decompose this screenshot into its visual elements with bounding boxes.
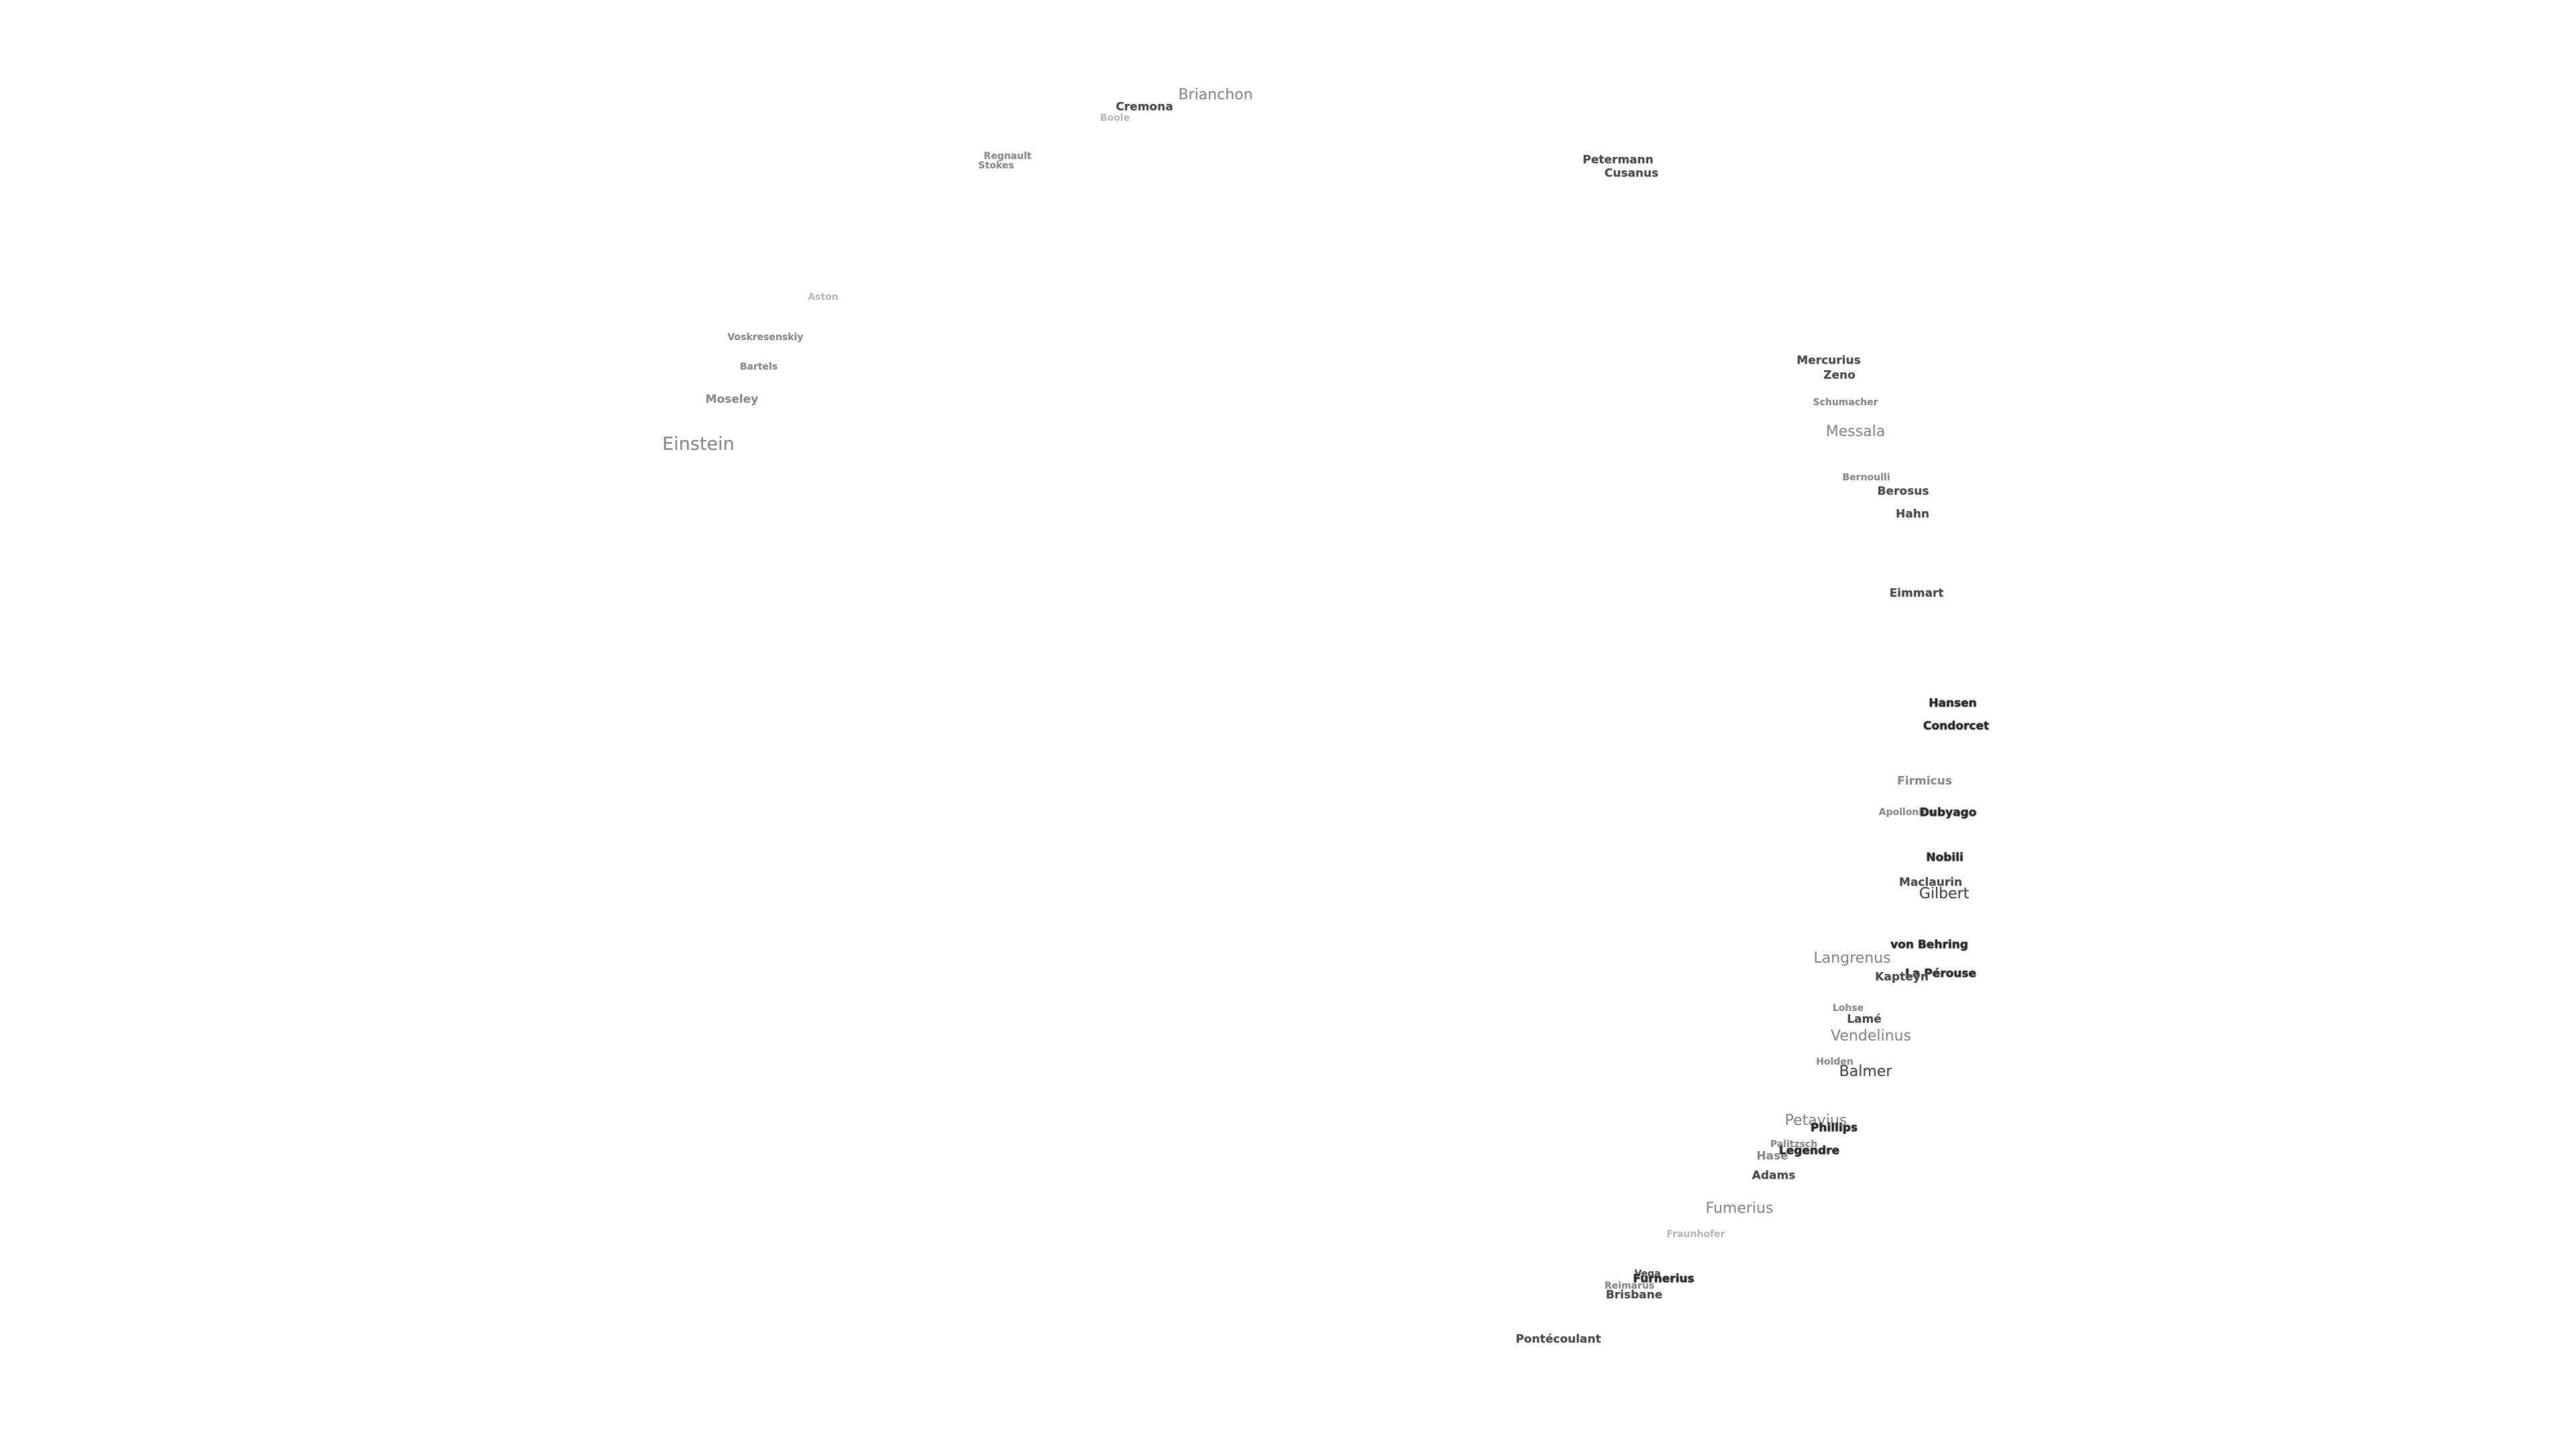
crater-label-boole: Boole [1099,113,1130,123]
crater-label-furnerius: Furnerius [1633,1272,1695,1286]
crater-label-vega: Vega [1634,1269,1661,1279]
crater-label-messala: Messala [1825,423,1886,440]
crater-label-legendre: Legendre [1778,1144,1840,1158]
crater-label-langrenus: Langrenus [1813,950,1891,967]
crater-label-condorcet: Condorcet [1923,719,1990,733]
crater-label-firmicus: Firmicus [1897,774,1952,788]
crater-label-einstein: Einstein [662,433,735,455]
crater-label-lam-: Lamé [1847,1012,1882,1026]
crater-label-hahn: Hahn [1896,507,1929,521]
crater-label-von-behring: von Behring [1890,938,1968,952]
crater-label-pont-coulant: Pontécoulant [1515,1332,1601,1346]
crater-label-cusanus: Cusanus [1604,166,1659,180]
crater-label-apollonius: Apollonius [1878,807,1935,818]
crater-label-aston: Aston [808,292,839,303]
crater-label-brisbane: Brisbane [1605,1288,1663,1302]
crater-label-gilbert: Gilbert [1919,885,1970,902]
crater-label-dubyago: Dubyago [1919,806,1977,820]
crater-label-phillips: Phillips [1810,1121,1858,1135]
crater-label-zeno: Zeno [1823,368,1856,382]
crater-label-lohse: Lohse [1832,1003,1864,1014]
crater-label-vendelinus: Vendelinus [1831,1028,1911,1044]
crater-label-mercurius: Mercurius [1796,354,1861,368]
crater-label-palitzsch: Palitzsch [1770,1139,1818,1150]
crater-label-fumerius: Fumerius [1705,1200,1774,1217]
crater-label-eimmart: Eimmart [1889,586,1944,600]
crater-label-schumacher: Schumacher [1813,397,1878,408]
crater-label-regnault: Regnault [983,151,1032,162]
crater-label-adams: Adams [1752,1169,1796,1183]
crater-label-reimarus: Reimarus [1604,1281,1655,1291]
crater-label-petavius: Petavius [1784,1112,1847,1129]
crater-label-bartels: Bartels [739,362,778,372]
crater-label-bernoulli: Bernoulli [1842,472,1890,483]
crater-label-holden: Holden [1816,1057,1854,1067]
crater-label-berosus: Berosus [1877,484,1929,498]
crater-label-stokes: Stokes [978,160,1014,171]
crater-label-petermann: Petermann [1582,153,1654,167]
crater-label-balmer: Balmer [1839,1063,1892,1080]
crater-label-la-p-rouse: La Pérouse [1904,967,1977,981]
crater-label-maclaurin: Maclaurin [1898,875,1963,890]
crater-label-fraunhofer: Fraunhofer [1666,1229,1725,1240]
crater-label-nobili: Nobili [1926,851,1964,865]
crater-label-brianchon: Brianchon [1178,87,1253,103]
crater-label-hase: Hase [1756,1149,1788,1163]
crater-label-voskresenskiy: Voskresenskiy [727,332,804,343]
crater-label-cremona: Cremona [1116,100,1173,114]
crater-label-moseley: Moseley [705,392,759,407]
crater-label-kapteyn: Kapteyn [1875,970,1929,984]
crater-label-hansen: Hansen [1929,696,1977,710]
